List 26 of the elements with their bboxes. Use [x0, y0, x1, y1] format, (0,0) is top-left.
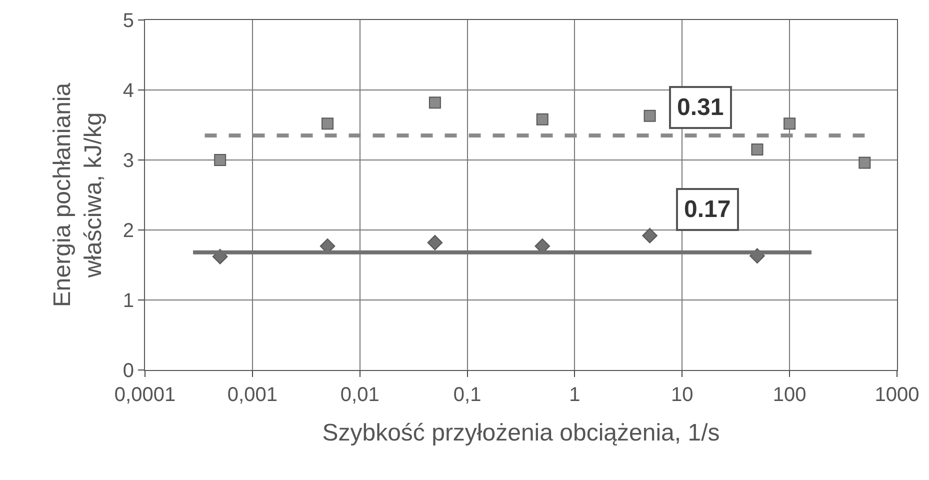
point — [751, 144, 764, 156]
x-tick-label: 0,1 — [453, 384, 482, 406]
x-tick-label: 100 — [772, 384, 806, 406]
annotation: 0.31 — [677, 94, 724, 121]
y-tick-label: 0 — [122, 360, 134, 382]
point — [428, 96, 441, 109]
point — [214, 154, 226, 166]
y-axis-title: Energia pochłaniania właściwa, kJ/kg — [48, 82, 107, 308]
x-tick-label: 0,0001 — [114, 384, 176, 406]
y-tick-label: 1 — [122, 290, 134, 312]
y-tick-label: 4 — [122, 80, 134, 102]
point — [644, 110, 656, 122]
x-tick-label: 1 — [569, 384, 580, 406]
y-tick-label: 3 — [122, 150, 134, 172]
y-tick-label: 5 — [122, 10, 134, 32]
x-tick-label: 0,001 — [227, 384, 278, 406]
x-tick-label: 0,01 — [340, 384, 380, 406]
point — [427, 234, 443, 250]
x-tick-label: 10 — [671, 384, 694, 406]
x-tick-label: 1000 — [874, 384, 920, 406]
point — [322, 118, 334, 130]
point — [536, 113, 548, 126]
x-axis-title: Szybkość przyłożenia obciążenia, 1/s — [322, 419, 720, 446]
y-tick-label: 2 — [122, 220, 134, 242]
annotation: 0.17 — [684, 196, 731, 223]
point — [642, 228, 658, 244]
